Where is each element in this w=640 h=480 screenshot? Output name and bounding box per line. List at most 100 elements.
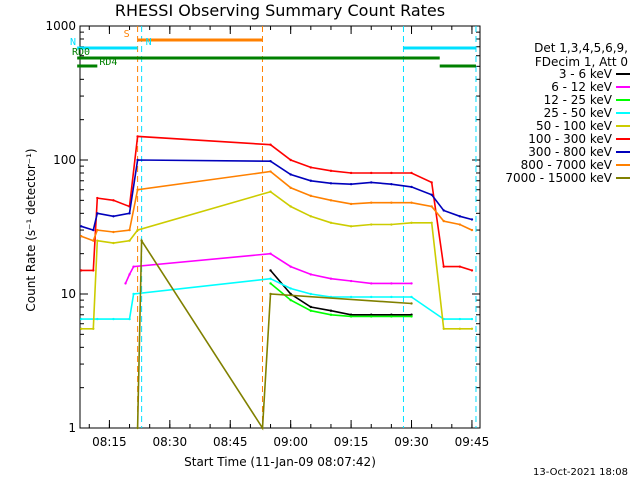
series-line	[269, 269, 412, 316]
flag-label: RD0	[72, 47, 90, 58]
data-point	[112, 241, 115, 245]
data-point	[136, 135, 139, 138]
x-axis-label: Start Time (11-Jan-09 08:07:42)	[184, 455, 376, 469]
data-point	[370, 295, 373, 299]
data-point	[269, 282, 272, 285]
data-point	[96, 317, 99, 321]
data-point	[390, 171, 393, 175]
y-tick-label: 1000	[45, 19, 76, 33]
data-point	[430, 205, 433, 208]
data-point	[349, 202, 353, 206]
data-point	[430, 193, 433, 196]
data-point	[410, 313, 413, 316]
data-point	[124, 282, 127, 285]
data-point	[309, 292, 313, 296]
data-point	[458, 327, 462, 330]
data-point	[261, 426, 264, 430]
data-point	[430, 181, 433, 184]
data-point	[309, 305, 313, 309]
data-point	[329, 169, 333, 173]
flag-label: RD4	[99, 57, 117, 68]
x-tick-label: 09:15	[334, 435, 369, 449]
data-point	[80, 225, 83, 228]
data-point	[442, 327, 445, 330]
data-point	[128, 239, 131, 242]
data-point	[96, 196, 99, 200]
data-point	[470, 327, 474, 330]
legend-header-line-2: FDecim 1, Att 0	[535, 55, 628, 69]
y-tick-label: 10	[61, 287, 76, 301]
legend-entry-label: 12 - 25 keV	[544, 93, 613, 107]
legend-entry-label: 25 - 50 keV	[544, 106, 613, 120]
data-point	[370, 313, 373, 316]
data-point	[112, 215, 115, 218]
x-tick-label: 09:45	[455, 435, 490, 449]
data-point	[470, 269, 474, 272]
data-point	[390, 313, 393, 316]
footer-timestamp: 13-Oct-2021 18:08	[533, 467, 628, 478]
data-point	[329, 182, 333, 185]
series-line	[136, 238, 412, 431]
data-point	[370, 201, 373, 204]
data-point	[112, 317, 115, 321]
data-point	[442, 219, 445, 223]
data-point	[289, 186, 292, 190]
data-point	[470, 228, 474, 232]
data-point	[132, 292, 135, 296]
data-point	[410, 282, 413, 285]
data-point	[112, 230, 115, 234]
data-point	[309, 215, 313, 218]
x-tick-label: 08:30	[153, 435, 188, 449]
flag-label: N	[70, 37, 76, 48]
data-point	[410, 221, 413, 224]
data-point	[96, 228, 99, 232]
data-point	[410, 315, 413, 318]
data-point	[136, 426, 139, 430]
data-point	[309, 194, 313, 198]
data-point	[370, 171, 373, 175]
series-line	[81, 277, 472, 320]
legend-entry-label: 7000 - 15000 keV	[505, 171, 612, 185]
flag-label: N	[146, 37, 152, 48]
x-tick-label: 09:00	[273, 435, 308, 449]
data-point	[269, 159, 272, 163]
data-point	[269, 277, 272, 280]
data-point	[309, 166, 313, 169]
data-point	[349, 315, 353, 318]
data-point	[410, 185, 413, 189]
data-point	[390, 295, 393, 299]
data-point	[390, 201, 393, 204]
data-point	[140, 239, 143, 242]
data-point	[269, 143, 272, 146]
legend-entry-label: 50 - 100 keV	[536, 119, 613, 133]
data-point	[136, 228, 139, 232]
series-line	[81, 190, 472, 330]
legend-entry-label: 3 - 6 keV	[559, 67, 613, 81]
data-point	[136, 188, 139, 191]
flag-label: S	[124, 29, 130, 40]
data-point	[349, 295, 353, 299]
data-point	[390, 182, 393, 186]
data-point	[390, 223, 393, 226]
data-point	[269, 190, 272, 193]
data-point	[309, 179, 313, 182]
data-point	[269, 252, 272, 255]
y-tick-label: 100	[53, 153, 76, 167]
data-point	[329, 313, 333, 316]
data-point	[470, 218, 474, 221]
data-point	[410, 295, 413, 299]
y-axis-label: Count Rate (s⁻¹ detector⁻¹)	[24, 148, 38, 311]
data-point	[410, 201, 413, 204]
legend-entry-label: 300 - 800 keV	[528, 145, 612, 159]
data-point	[269, 170, 272, 173]
data-point	[289, 205, 292, 208]
data-point	[136, 158, 139, 162]
data-point	[458, 215, 462, 218]
data-point	[289, 298, 292, 302]
series-line	[80, 159, 473, 232]
data-point	[269, 269, 272, 272]
y-tick-label: 1	[68, 421, 76, 435]
series-line	[80, 170, 473, 242]
data-point	[269, 292, 272, 296]
